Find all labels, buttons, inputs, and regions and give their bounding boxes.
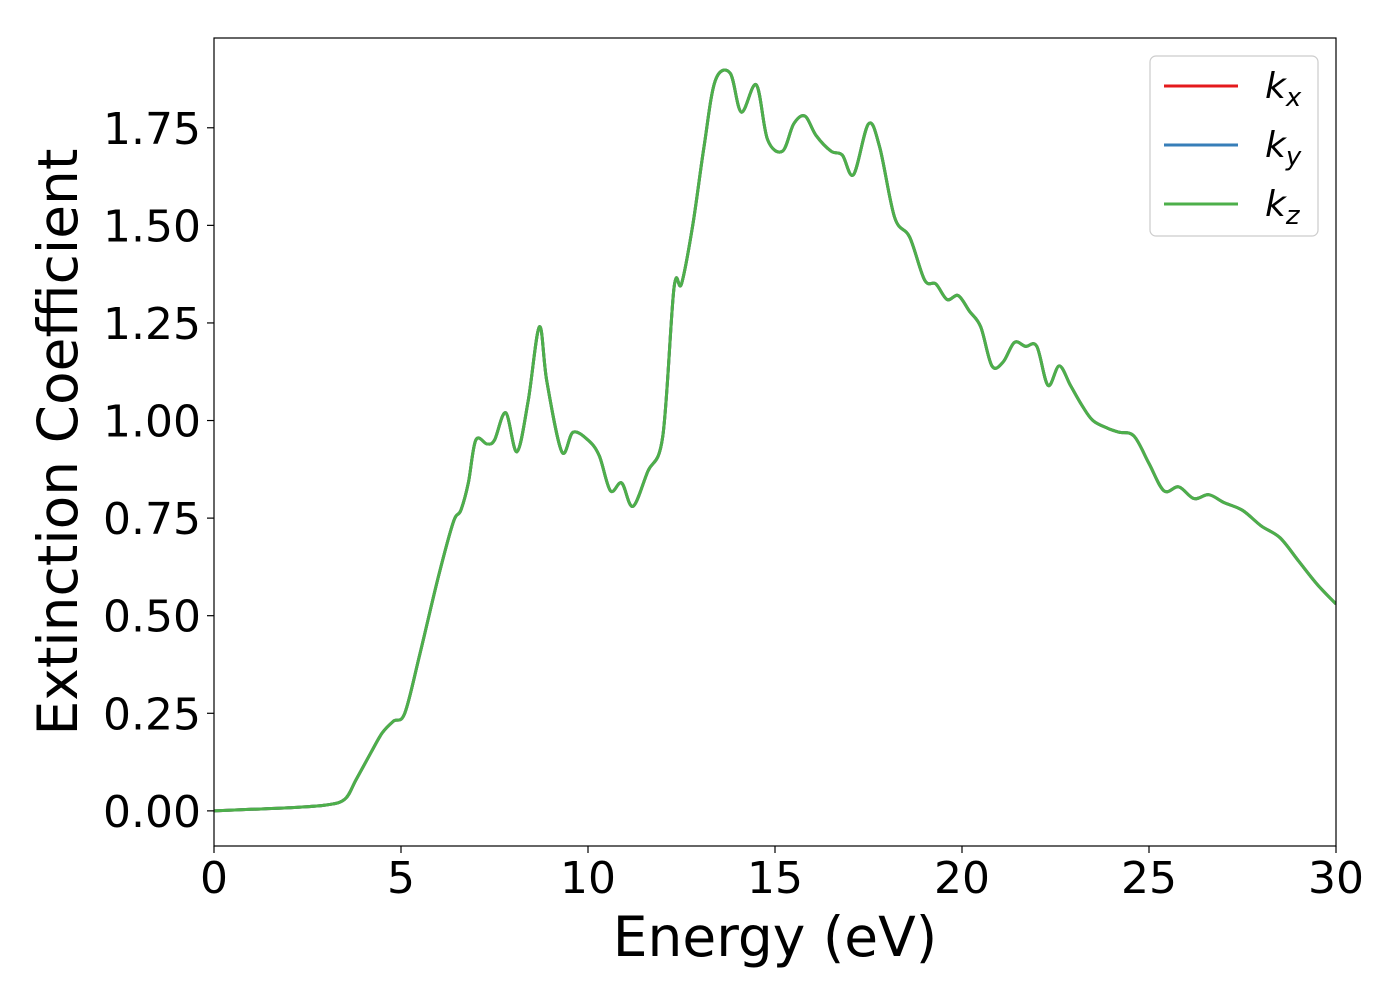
y-tick-label: 1.75 — [103, 104, 201, 155]
series-layer — [214, 68, 1336, 813]
x-axis-ticks: 0 5 10 15 20 25 30 — [200, 846, 1364, 904]
x-tick-label: 5 — [387, 853, 415, 904]
x-axis-title: Energy (eV) — [613, 905, 937, 969]
legend-label-kx: kx — [1265, 66, 1302, 113]
y-axis-ticks: 0.00 0.25 0.50 0.75 1.00 1.25 1.50 1.75 — [103, 104, 214, 838]
x-tick-label: 10 — [560, 853, 616, 904]
legend-label-ky: ky — [1265, 125, 1302, 172]
series-line-kz — [214, 68, 1336, 813]
x-tick-label: 30 — [1308, 853, 1364, 904]
y-axis-title: Extinction Coefficient — [26, 149, 90, 736]
x-tick-label: 0 — [200, 853, 228, 904]
x-tick-label: 25 — [1121, 853, 1177, 904]
y-tick-label: 1.25 — [103, 299, 201, 350]
legend-items: kx ky kz — [1164, 66, 1302, 231]
x-tick-label: 15 — [747, 853, 803, 904]
y-tick-label: 0.75 — [103, 494, 201, 545]
y-tick-label: 0.00 — [103, 787, 201, 838]
legend: kx ky kz — [1149, 55, 1319, 237]
x-tick-label: 20 — [934, 853, 990, 904]
y-tick-label: 0.25 — [103, 689, 201, 740]
y-tick-label: 1.50 — [103, 201, 201, 252]
y-tick-label: 0.50 — [103, 592, 201, 643]
y-tick-label: 1.00 — [103, 397, 201, 448]
legend-label-kz: kz — [1265, 184, 1301, 231]
